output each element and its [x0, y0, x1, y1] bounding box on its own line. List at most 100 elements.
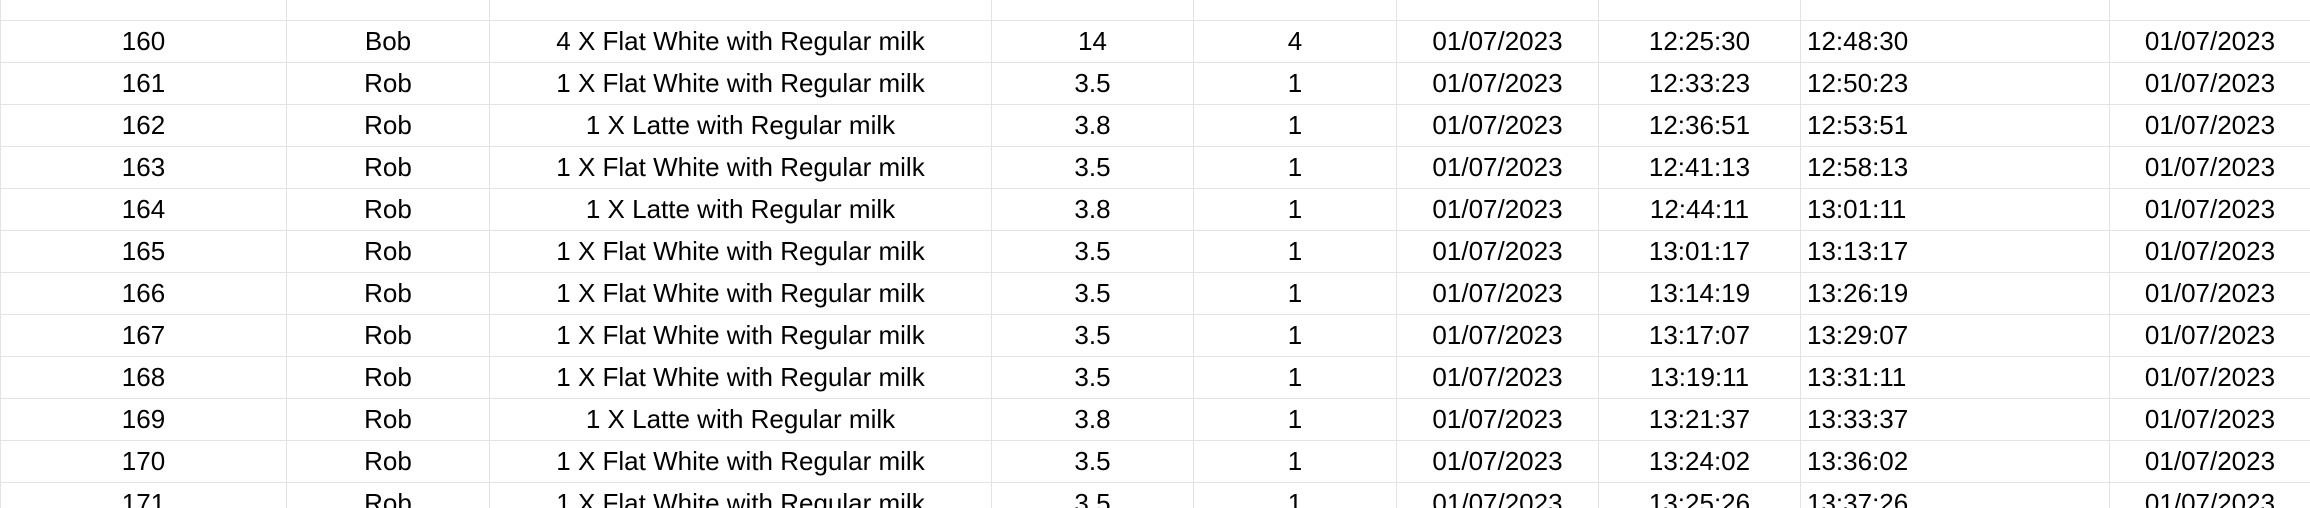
cell-date-2[interactable]: 01/07/2023: [2109, 62, 2310, 105]
cell-price[interactable]: 3.5: [991, 62, 1194, 105]
cell-quantity[interactable]: 1: [1193, 398, 1397, 441]
cell-start-time[interactable]: 13:25:26: [1598, 482, 1801, 508]
cell-date[interactable]: 01/07/2023: [1396, 272, 1599, 315]
cell-end-time[interactable]: 13:36:02: [1800, 440, 2110, 483]
cell-quantity[interactable]: 1: [1193, 482, 1397, 508]
cell-order-id[interactable]: 163: [0, 146, 287, 189]
cell-date-2[interactable]: 01/07/2023: [2109, 356, 2310, 399]
cell-customer-name[interactable]: Rob: [286, 62, 490, 105]
cell-quantity[interactable]: 1: [1193, 356, 1397, 399]
cell-start-time[interactable]: 12:41:13: [1598, 146, 1801, 189]
cell-date-2[interactable]: 01/07/2023: [2109, 230, 2310, 273]
cell-date[interactable]: 01/07/2023: [1396, 398, 1599, 441]
cell-end-time[interactable]: 12:58:13: [1800, 146, 2110, 189]
cell-order-item[interactable]: 1 X Flat White with Regular milk: [489, 230, 992, 273]
cell-quantity[interactable]: 1: [1193, 146, 1397, 189]
cell-empty[interactable]: [1800, 0, 2110, 21]
cell-date[interactable]: 01/07/2023: [1396, 20, 1599, 63]
cell-quantity[interactable]: 1: [1193, 62, 1397, 105]
cell-order-id[interactable]: 170: [0, 440, 287, 483]
cell-date-2[interactable]: 01/07/2023: [2109, 146, 2310, 189]
cell-order-id[interactable]: 166: [0, 272, 287, 315]
cell-start-time[interactable]: 13:21:37: [1598, 398, 1801, 441]
cell-order-item[interactable]: 1 X Latte with Regular milk: [489, 188, 992, 231]
cell-end-time[interactable]: 12:50:23: [1800, 62, 2110, 105]
cell-order-item[interactable]: 1 X Flat White with Regular milk: [489, 440, 992, 483]
cell-empty[interactable]: [1598, 0, 1801, 21]
cell-quantity[interactable]: 4: [1193, 20, 1397, 63]
cell-customer-name[interactable]: Rob: [286, 398, 490, 441]
cell-start-time[interactable]: 13:01:17: [1598, 230, 1801, 273]
cell-price[interactable]: 3.5: [991, 272, 1194, 315]
cell-price[interactable]: 3.8: [991, 188, 1194, 231]
cell-customer-name[interactable]: Bob: [286, 20, 490, 63]
cell-price[interactable]: 3.5: [991, 146, 1194, 189]
cell-end-time[interactable]: 13:31:11: [1800, 356, 2110, 399]
cell-price[interactable]: 3.5: [991, 356, 1194, 399]
cell-date-2[interactable]: 01/07/2023: [2109, 272, 2310, 315]
cell-quantity[interactable]: 1: [1193, 440, 1397, 483]
cell-date-2[interactable]: 01/07/2023: [2109, 188, 2310, 231]
cell-customer-name[interactable]: Rob: [286, 440, 490, 483]
cell-price[interactable]: 3.5: [991, 482, 1194, 508]
cell-date[interactable]: 01/07/2023: [1396, 440, 1599, 483]
cell-order-item[interactable]: 4 X Flat White with Regular milk: [489, 20, 992, 63]
cell-date-2[interactable]: 01/07/2023: [2109, 482, 2310, 508]
cell-order-id[interactable]: 167: [0, 314, 287, 357]
cell-empty[interactable]: [0, 0, 287, 21]
cell-end-time[interactable]: 12:53:51: [1800, 104, 2110, 147]
cell-empty[interactable]: [991, 0, 1194, 21]
cell-price[interactable]: 3.8: [991, 104, 1194, 147]
cell-date-2[interactable]: 01/07/2023: [2109, 104, 2310, 147]
cell-order-item[interactable]: 1 X Flat White with Regular milk: [489, 314, 992, 357]
cell-quantity[interactable]: 1: [1193, 272, 1397, 315]
cell-date-2[interactable]: 01/07/2023: [2109, 398, 2310, 441]
cell-empty[interactable]: [1193, 0, 1397, 21]
cell-date-2[interactable]: 01/07/2023: [2109, 440, 2310, 483]
cell-date[interactable]: 01/07/2023: [1396, 62, 1599, 105]
cell-end-time[interactable]: 13:13:17: [1800, 230, 2110, 273]
cell-order-id[interactable]: 160: [0, 20, 287, 63]
cell-order-id[interactable]: 168: [0, 356, 287, 399]
cell-empty[interactable]: [489, 0, 992, 21]
cell-quantity[interactable]: 1: [1193, 230, 1397, 273]
cell-end-time[interactable]: 13:37:26: [1800, 482, 2110, 508]
cell-end-time[interactable]: 13:26:19: [1800, 272, 2110, 315]
cell-order-item[interactable]: 1 X Flat White with Regular milk: [489, 356, 992, 399]
cell-price[interactable]: 14: [991, 20, 1194, 63]
cell-empty[interactable]: [1396, 0, 1599, 21]
cell-order-item[interactable]: 1 X Flat White with Regular milk: [489, 146, 992, 189]
cell-date-2[interactable]: 01/07/2023: [2109, 20, 2310, 63]
cell-customer-name[interactable]: Rob: [286, 104, 490, 147]
cell-order-item[interactable]: 1 X Flat White with Regular milk: [489, 272, 992, 315]
cell-order-id[interactable]: 169: [0, 398, 287, 441]
cell-quantity[interactable]: 1: [1193, 104, 1397, 147]
cell-date[interactable]: 01/07/2023: [1396, 356, 1599, 399]
cell-customer-name[interactable]: Rob: [286, 314, 490, 357]
cell-quantity[interactable]: 1: [1193, 314, 1397, 357]
cell-start-time[interactable]: 13:17:07: [1598, 314, 1801, 357]
cell-date[interactable]: 01/07/2023: [1396, 188, 1599, 231]
cell-start-time[interactable]: 12:44:11: [1598, 188, 1801, 231]
cell-customer-name[interactable]: Rob: [286, 188, 490, 231]
cell-customer-name[interactable]: Rob: [286, 230, 490, 273]
cell-date[interactable]: 01/07/2023: [1396, 146, 1599, 189]
cell-start-time[interactable]: 12:25:30: [1598, 20, 1801, 63]
cell-order-id[interactable]: 165: [0, 230, 287, 273]
cell-date[interactable]: 01/07/2023: [1396, 482, 1599, 508]
cell-date-2[interactable]: 01/07/2023: [2109, 314, 2310, 357]
cell-date[interactable]: 01/07/2023: [1396, 314, 1599, 357]
cell-end-time[interactable]: 13:29:07: [1800, 314, 2110, 357]
cell-start-time[interactable]: 13:19:11: [1598, 356, 1801, 399]
cell-price[interactable]: 3.5: [991, 440, 1194, 483]
cell-end-time[interactable]: 13:01:11: [1800, 188, 2110, 231]
cell-date[interactable]: 01/07/2023: [1396, 230, 1599, 273]
cell-order-item[interactable]: 1 X Flat White with Regular milk: [489, 62, 992, 105]
cell-order-item[interactable]: 1 X Latte with Regular milk: [489, 398, 992, 441]
cell-quantity[interactable]: 1: [1193, 188, 1397, 231]
cell-end-time[interactable]: 13:33:37: [1800, 398, 2110, 441]
cell-price[interactable]: 3.5: [991, 230, 1194, 273]
cell-price[interactable]: 3.8: [991, 398, 1194, 441]
cell-price[interactable]: 3.5: [991, 314, 1194, 357]
cell-order-item[interactable]: 1 X Latte with Regular milk: [489, 104, 992, 147]
